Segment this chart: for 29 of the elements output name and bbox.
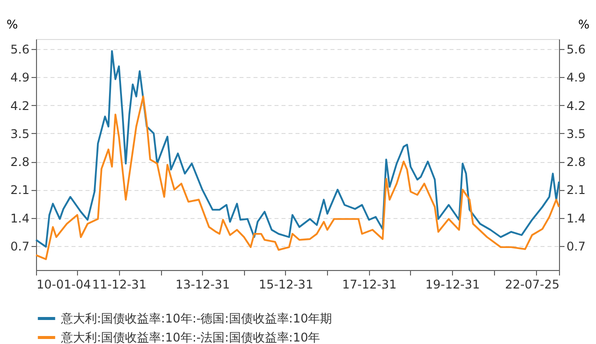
y2-tick-label: 4.9 — [566, 70, 586, 85]
y-tick-label: 5.6 — [10, 42, 30, 57]
y2-tick-label: 4.2 — [566, 98, 586, 113]
line-series — [35, 96, 560, 260]
y2-tick-label: 1.4 — [566, 211, 586, 226]
legend-label: 意大利:国债收益率:10年:-德国:国债收益率:10年期 — [60, 312, 332, 326]
y2-tick-label: 2.1 — [566, 183, 586, 198]
y2-tick-label: 3.5 — [566, 126, 586, 141]
y2-tick-label: 0.7 — [566, 239, 586, 254]
y-tick-label: 1.4 — [10, 211, 30, 226]
y-tick-label: 4.2 — [10, 98, 30, 113]
y-axis-title: % — [6, 18, 18, 32]
y2-tick-label: 5.6 — [566, 42, 586, 57]
legend-label: 意大利:国债收益率:10年:-法国:国债收益率:10年 — [60, 330, 320, 344]
x-tick-label: 19-12-31 — [425, 278, 480, 292]
line-series — [35, 50, 560, 248]
y-tick-label: 0.7 — [10, 239, 30, 254]
y-tick-label: 4.9 — [10, 70, 30, 85]
y2-axis-title: % — [578, 18, 590, 32]
x-tick-label: 17-12-31 — [342, 278, 397, 292]
x-tick-label: 11-12-31 — [92, 278, 147, 292]
x-tick-label: 10-01-04 — [36, 278, 91, 292]
y-tick-label: 2.1 — [10, 183, 30, 198]
x-tick-label: 22-07-25 — [505, 278, 560, 292]
y-tick-label: 2.8 — [10, 155, 30, 170]
y-tick-label: 3.5 — [10, 126, 30, 141]
x-tick-label: 13-12-31 — [175, 278, 230, 292]
x-tick-label: 15-12-31 — [258, 278, 314, 292]
y2-tick-label: 2.8 — [566, 155, 586, 170]
